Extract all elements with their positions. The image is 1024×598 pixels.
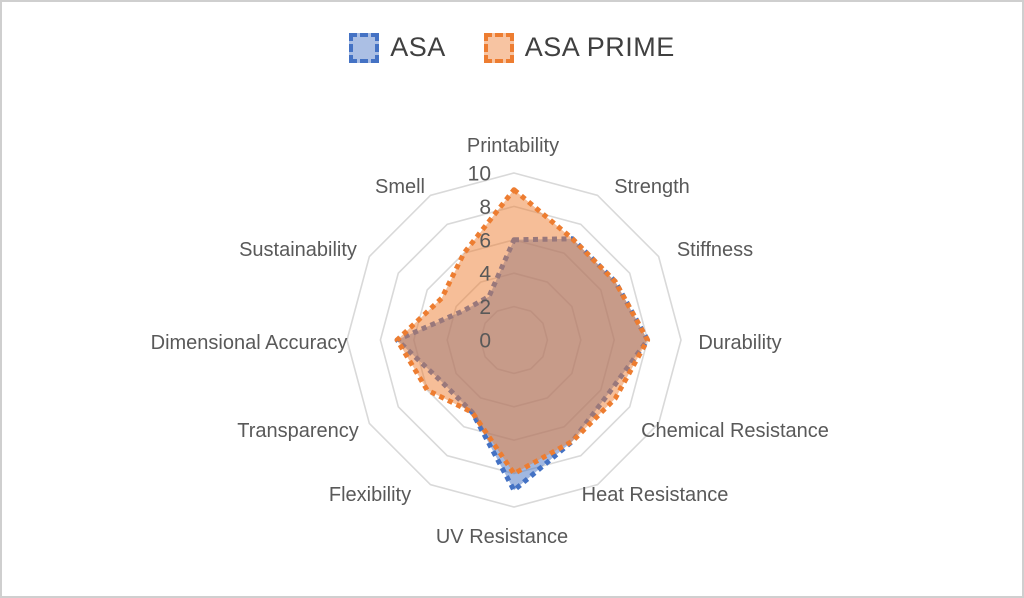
axis-label-printability: Printability — [467, 135, 559, 157]
tick-label-0: 0 — [479, 330, 491, 353]
axis-label-heat-resistance: Heat Resistance — [582, 484, 729, 506]
axis-label-chemical-resistance: Chemical Resistance — [641, 420, 829, 442]
axis-label-uv-resistance: UV Resistance — [436, 526, 568, 548]
grid-ring-10 — [346, 172, 682, 508]
series-line-asa-prime — [394, 187, 651, 477]
axis-label-transparency: Transparency — [237, 420, 359, 442]
axis-label-strength: Strength — [614, 176, 690, 198]
tick-label-2: 2 — [479, 296, 491, 319]
tick-label-4: 4 — [479, 263, 491, 286]
axis-label-stiffness: Stiffness — [677, 239, 753, 261]
tick-label-10: 10 — [468, 163, 491, 186]
axis-label-smell: Smell — [375, 176, 425, 198]
axis-label-flexibility: Flexibility — [329, 484, 411, 506]
axis-label-durability: Durability — [698, 332, 781, 354]
tick-label-6: 6 — [479, 229, 491, 252]
tick-label-8: 8 — [479, 196, 491, 219]
axis-label-sustainability: Sustainability — [239, 239, 357, 261]
series-area-asa-prime — [397, 189, 648, 474]
axis-label-dimensional-accuracy: Dimensional Accuracy — [151, 332, 348, 354]
